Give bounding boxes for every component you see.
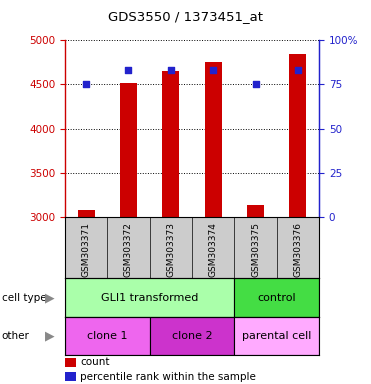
- Bar: [150, 317, 234, 355]
- Point: [253, 81, 259, 88]
- Text: count: count: [80, 358, 110, 367]
- Text: other: other: [2, 331, 30, 341]
- Text: GSM303373: GSM303373: [166, 222, 175, 277]
- Bar: [65, 372, 76, 381]
- Bar: [234, 278, 319, 317]
- Text: cell type: cell type: [2, 293, 46, 303]
- Text: GSM303372: GSM303372: [124, 222, 133, 277]
- Bar: [65, 358, 76, 367]
- Text: GSM303376: GSM303376: [293, 222, 302, 277]
- Bar: [289, 53, 306, 217]
- Bar: [162, 71, 179, 217]
- Text: clone 2: clone 2: [172, 331, 212, 341]
- Text: GSM303371: GSM303371: [82, 222, 91, 277]
- Bar: [78, 210, 95, 217]
- Point: [125, 67, 131, 73]
- Point: [168, 67, 174, 73]
- Bar: [234, 317, 319, 355]
- Text: GLI1 transformed: GLI1 transformed: [101, 293, 198, 303]
- Text: parental cell: parental cell: [242, 331, 311, 341]
- Text: ▶: ▶: [45, 329, 55, 343]
- Text: GDS3550 / 1373451_at: GDS3550 / 1373451_at: [108, 10, 263, 23]
- Text: ▶: ▶: [45, 291, 55, 304]
- Bar: [205, 61, 221, 217]
- Text: GSM303375: GSM303375: [251, 222, 260, 277]
- Text: clone 1: clone 1: [87, 331, 128, 341]
- Bar: [120, 83, 137, 217]
- Bar: [65, 278, 234, 317]
- Point: [295, 67, 301, 73]
- Text: percentile rank within the sample: percentile rank within the sample: [80, 372, 256, 382]
- Text: GSM303374: GSM303374: [209, 222, 218, 277]
- Bar: [65, 317, 150, 355]
- Bar: [247, 205, 264, 217]
- Text: control: control: [257, 293, 296, 303]
- Point: [83, 81, 89, 88]
- Point: [210, 67, 216, 73]
